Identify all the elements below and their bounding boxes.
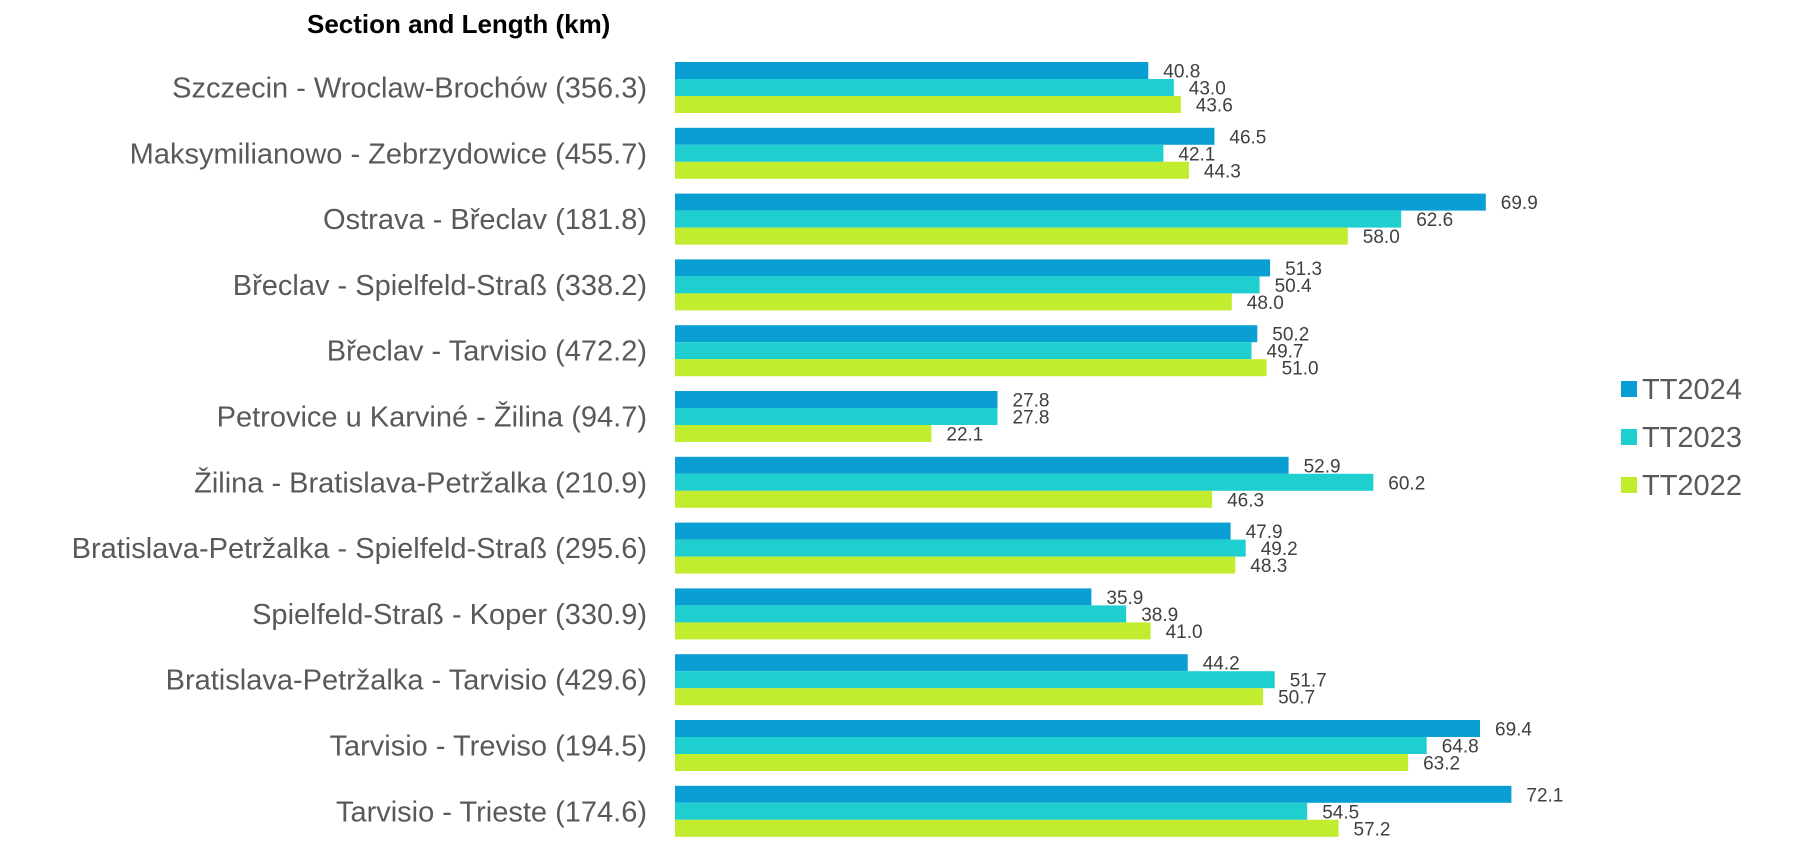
- bar-tt2024: [675, 391, 998, 408]
- category-label: Žilina - Bratislava-Petržalka (210.9): [194, 466, 647, 499]
- legend: TT2024 TT2023 TT2022: [1621, 374, 1742, 502]
- bar-tt2022: [675, 819, 1339, 837]
- bar-tt2022: [675, 425, 932, 442]
- category-label: Ostrava - Břeclav (181.8): [323, 204, 647, 236]
- bar-tt2024: [675, 588, 1092, 606]
- bar-tt2023: [675, 737, 1427, 754]
- data-label: 50.7: [1278, 688, 1315, 709]
- legend-label: TT2024: [1642, 374, 1742, 406]
- data-label: 46.3: [1227, 490, 1264, 511]
- bar-tt2023: [675, 539, 1246, 557]
- category-label: Petrovice u Karviné - Žilina (94.7): [217, 401, 647, 434]
- category-label: Bratislava-Petržalka - Tarvisio (429.6): [166, 665, 647, 697]
- bar-tt2024: [675, 522, 1231, 540]
- bar-tt2022: [675, 556, 1236, 574]
- data-label: 69.4: [1495, 720, 1532, 741]
- bar-tt2024: [675, 654, 1188, 672]
- category-label: Spielfeld-Straß - Koper (330.9): [252, 599, 647, 631]
- data-label: 52.9: [1304, 456, 1341, 477]
- bar-tt2022: [675, 161, 1189, 179]
- bar-tt2024: [675, 193, 1486, 211]
- data-label: 50.2: [1272, 325, 1309, 346]
- bar-tt2022: [675, 359, 1267, 377]
- bar-tt2024: [675, 127, 1215, 145]
- bar-tt2024: [675, 259, 1271, 277]
- chart-title: Section and Length (km): [307, 9, 610, 39]
- category-label: Szczecin - Wroclaw-Brochów (356.3): [172, 73, 647, 105]
- legend-label: TT2023: [1642, 422, 1742, 454]
- data-label: 44.2: [1203, 654, 1240, 675]
- data-label: 62.6: [1416, 210, 1453, 231]
- legend-swatch-tt2022: [1621, 477, 1637, 493]
- bar-tt2022: [675, 227, 1348, 245]
- data-label: 50.4: [1275, 276, 1312, 297]
- legend-swatch-tt2024: [1621, 381, 1637, 397]
- data-label: 41.0: [1166, 622, 1203, 643]
- bar-tt2024: [675, 720, 1480, 737]
- bar-tt2023: [675, 144, 1164, 162]
- bar-tt2023: [675, 473, 1374, 491]
- bar-tt2022: [675, 293, 1232, 311]
- data-label: 49.7: [1267, 342, 1304, 363]
- data-label: 48.3: [1250, 556, 1287, 577]
- bar-tt2024: [675, 456, 1289, 474]
- data-label: 72.1: [1526, 785, 1563, 806]
- data-label: 51.0: [1282, 359, 1319, 380]
- data-label: 64.8: [1442, 737, 1479, 758]
- plot-area: Szczecin - Wroclaw-Brochów (356.3)40.843…: [72, 62, 1564, 841]
- bar-tt2023: [675, 671, 1275, 689]
- data-label: 54.5: [1322, 802, 1359, 823]
- data-label: 27.8: [1013, 391, 1050, 412]
- data-label: 48.0: [1247, 293, 1284, 314]
- bar-tt2024: [675, 785, 1512, 803]
- data-label: 38.9: [1141, 605, 1178, 626]
- data-label: 42.1: [1178, 144, 1215, 165]
- data-label: 47.9: [1246, 522, 1283, 543]
- category-label: Břeclav - Spielfeld-Straß (338.2): [233, 270, 647, 302]
- bar-tt2022: [675, 754, 1409, 771]
- category-label: Bratislava-Petržalka - Spielfeld-Straß (…: [72, 533, 647, 565]
- bar-tt2022: [675, 490, 1213, 508]
- data-label: 63.2: [1423, 754, 1460, 775]
- bar-tt2024: [675, 325, 1258, 343]
- bar-tt2024: [675, 62, 1149, 79]
- category-label: Maksymilianowo - Zebrzydowice (455.7): [130, 138, 647, 170]
- bar-tt2023: [675, 79, 1174, 96]
- data-label: 22.1: [946, 425, 983, 446]
- data-label: 60.2: [1388, 473, 1425, 494]
- bar-tt2022: [675, 688, 1264, 706]
- data-label: 44.3: [1204, 161, 1241, 182]
- data-label: 69.9: [1501, 193, 1538, 214]
- data-label: 46.5: [1229, 127, 1266, 148]
- bar-tt2022: [675, 622, 1151, 640]
- data-label: 58.0: [1363, 227, 1400, 248]
- bar-tt2022: [675, 96, 1181, 113]
- category-label: Tarvisio - Treviso (194.5): [330, 731, 648, 763]
- category-label: Tarvisio - Trieste (174.6): [336, 796, 647, 828]
- legend-label: TT2022: [1642, 470, 1742, 502]
- data-label: 43.0: [1189, 79, 1226, 100]
- data-label: 35.9: [1106, 588, 1143, 609]
- data-label: 57.2: [1354, 819, 1391, 840]
- bar-tt2023: [675, 408, 998, 425]
- bar-tt2023: [675, 802, 1308, 820]
- data-label: 51.7: [1290, 671, 1327, 692]
- category-label: Břeclav - Tarvisio (472.2): [327, 336, 647, 368]
- bar-tt2023: [675, 605, 1127, 623]
- bar-tt2023: [675, 276, 1260, 294]
- data-label: 40.8: [1163, 62, 1200, 83]
- data-label: 49.2: [1261, 539, 1298, 560]
- bar-tt2023: [675, 210, 1402, 228]
- data-label: 43.6: [1196, 96, 1233, 117]
- data-label: 51.3: [1285, 259, 1322, 280]
- data-label: 27.8: [1013, 408, 1050, 429]
- bar-tt2023: [675, 342, 1252, 360]
- legend-swatch-tt2023: [1621, 429, 1637, 445]
